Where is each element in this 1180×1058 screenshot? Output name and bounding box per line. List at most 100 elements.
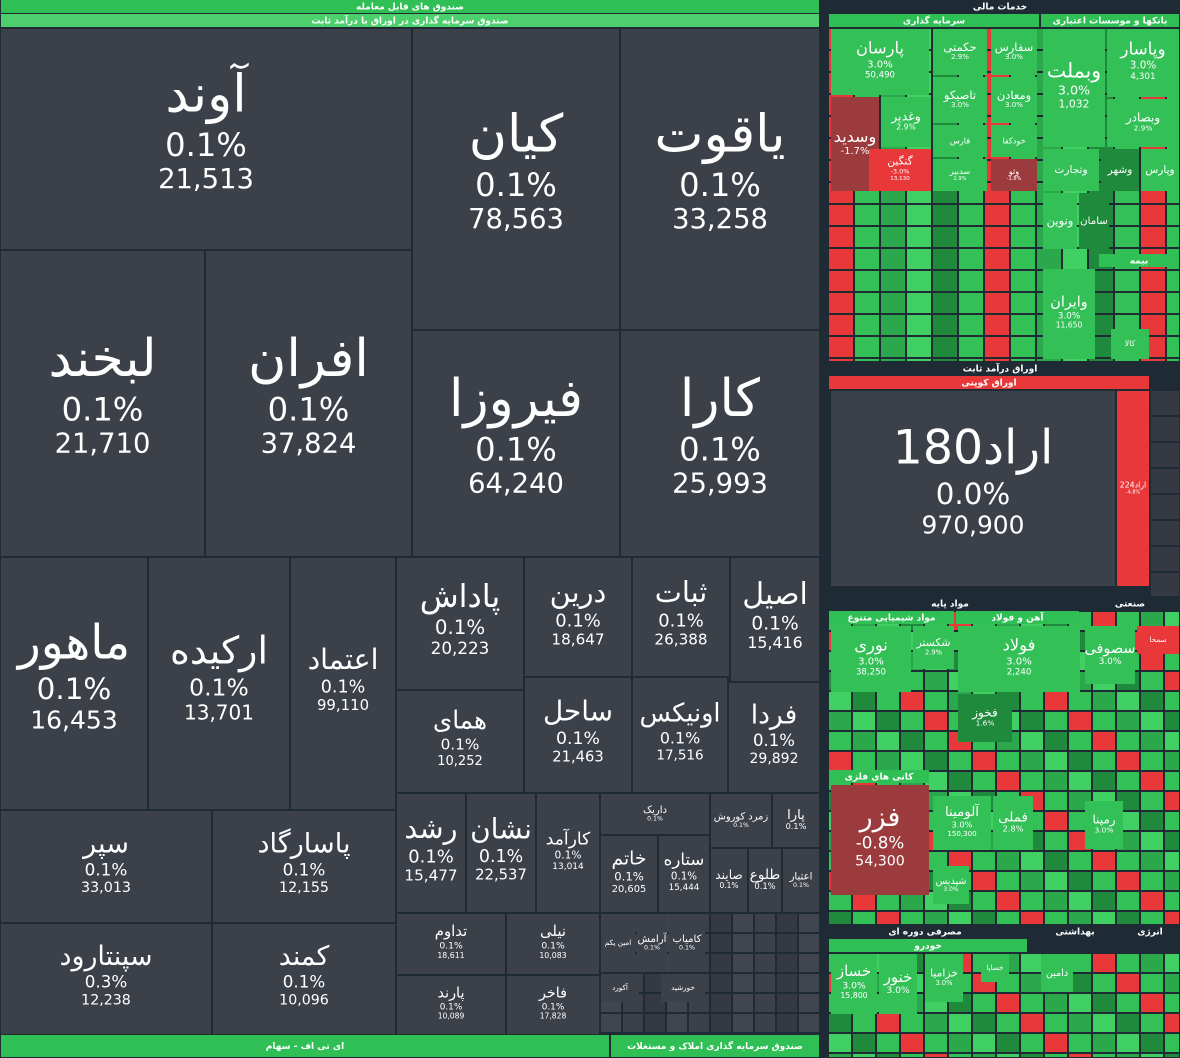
tile-name: وثو [1008, 166, 1020, 176]
cell [997, 1014, 1019, 1032]
cell [645, 994, 665, 1012]
section-header [956, 611, 1079, 624]
tile-name: رمپنا [1092, 813, 1115, 828]
cell [1141, 792, 1163, 810]
cell [925, 1054, 947, 1057]
tile-name: فملی [998, 811, 1028, 826]
tile-name: ثبات [655, 575, 708, 609]
cell [755, 994, 775, 1012]
tile [933, 796, 991, 850]
tile [507, 976, 599, 1034]
cell [1165, 912, 1179, 924]
cell [1141, 1054, 1163, 1057]
tile-change: 0.1% [733, 822, 749, 829]
section-title: ای تی اف - سهام [266, 1042, 344, 1052]
tile-volume: 25,993 [672, 469, 768, 500]
tile-volume: 21,710 [55, 429, 151, 460]
cell [1045, 1014, 1067, 1032]
cell [1093, 772, 1115, 790]
tile [291, 558, 395, 809]
tile-change: 0.1% [441, 736, 480, 754]
cell [799, 914, 819, 932]
cell [1117, 912, 1139, 924]
tile [879, 954, 917, 1014]
cell [881, 293, 905, 313]
tile-change: 0.1% [660, 728, 700, 747]
tile-volume: 12,238 [81, 993, 131, 1009]
cell [959, 293, 983, 313]
section-title: صندوق سرمایه گذاری در اوراق با درآمد ثاب… [311, 15, 508, 27]
tile-change: 0.1% [283, 860, 326, 880]
cell [877, 1054, 899, 1057]
cell [1151, 391, 1179, 415]
cell [907, 293, 931, 313]
cell [799, 994, 819, 1012]
cell [933, 315, 957, 335]
section-title: اوراق کوپنی [961, 379, 1016, 389]
cell [1117, 974, 1139, 992]
cell [829, 912, 851, 924]
tile-volume: 29,892 [750, 751, 799, 767]
tile-change: 0.1% [408, 846, 453, 867]
cell [949, 1014, 971, 1032]
tile-name: فولاد [1003, 635, 1036, 655]
cell [877, 752, 899, 770]
cell [829, 712, 851, 730]
cell [1021, 974, 1043, 992]
tile-change: 3.0% [951, 820, 972, 830]
section-title: اوراق درآمد ثابت [963, 363, 1038, 375]
tile-volume: 15,444 [669, 883, 700, 893]
tile [991, 77, 1037, 123]
cell [1117, 994, 1139, 1012]
tile [1043, 269, 1095, 359]
cell [997, 852, 1019, 870]
cell [1141, 732, 1163, 750]
cell [1141, 672, 1163, 690]
tile-change: -0.8% [856, 833, 904, 853]
cell [973, 872, 995, 890]
cell [877, 712, 899, 730]
cell [1151, 469, 1179, 493]
cell [933, 205, 957, 225]
cell [1167, 205, 1179, 225]
section-title: صندوق سرمایه گذاری املاک و مستغلات [627, 1040, 803, 1052]
cell [1045, 732, 1067, 750]
cell [1141, 652, 1163, 670]
tile-volume: 12,155 [279, 880, 329, 896]
cell [1045, 772, 1067, 790]
cell [1011, 271, 1035, 291]
tile-volume: 13,014 [552, 862, 584, 872]
cell [985, 359, 1009, 361]
cell [949, 912, 971, 924]
tile-volume: 15,800 [840, 991, 867, 1000]
tile [1, 924, 211, 1034]
cell [1069, 1054, 1091, 1057]
tile-volume: 78,563 [468, 204, 564, 235]
tile-change: 0.1% [268, 390, 350, 428]
cell [1117, 1014, 1139, 1032]
cell [959, 271, 983, 291]
cell [877, 1034, 899, 1052]
section-header [1, 0, 819, 13]
tile-change: 0.1% [541, 941, 565, 952]
cell [1167, 227, 1179, 247]
tile-change: 3.0% [1005, 100, 1023, 109]
cell [1165, 1034, 1179, 1052]
tile-volume: 15,416 [747, 633, 802, 652]
tile-name: سصوفی [1085, 641, 1136, 657]
tile-volume: 18,647 [551, 631, 604, 649]
tile-name: داریک [643, 805, 667, 816]
tile-volume: 970,900 [922, 510, 1025, 539]
tile [993, 796, 1033, 850]
cell [1151, 547, 1179, 571]
cell [799, 954, 819, 972]
tile-name: ساحل [543, 695, 613, 728]
tile-name: وتجارت [1054, 164, 1087, 176]
cell [881, 249, 905, 269]
cell [1141, 227, 1165, 247]
cell [1151, 443, 1179, 467]
cell [829, 337, 853, 357]
cell [711, 954, 731, 972]
cell [853, 752, 875, 770]
tile-name: حکمتی [943, 40, 976, 54]
